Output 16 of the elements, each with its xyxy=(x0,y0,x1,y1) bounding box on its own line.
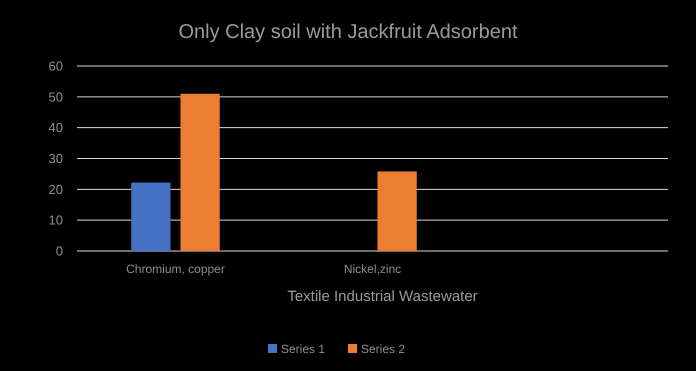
bar xyxy=(378,171,417,251)
chart-title: Only Clay soil with Jackfruit Adsorbent xyxy=(178,21,518,43)
y-tick-label: 0 xyxy=(56,244,63,259)
x-tick-label: Chromium, copper xyxy=(126,262,225,276)
x-tick-label: Nickel,zinc xyxy=(344,262,402,276)
bar xyxy=(180,94,220,251)
y-tick-label: 30 xyxy=(48,151,63,166)
y-tick-label: 60 xyxy=(48,58,63,74)
y-tick-label: 50 xyxy=(48,89,63,104)
legend-label: Series 1 xyxy=(281,342,326,356)
bar xyxy=(131,182,170,251)
y-tick-label: 20 xyxy=(48,182,63,197)
x-axis-title: Textile Industrial Wastewater xyxy=(287,288,478,305)
y-tick-label: 10 xyxy=(48,212,63,228)
y-tick-label: 40 xyxy=(48,120,63,136)
legend-label: Series 2 xyxy=(361,342,406,356)
